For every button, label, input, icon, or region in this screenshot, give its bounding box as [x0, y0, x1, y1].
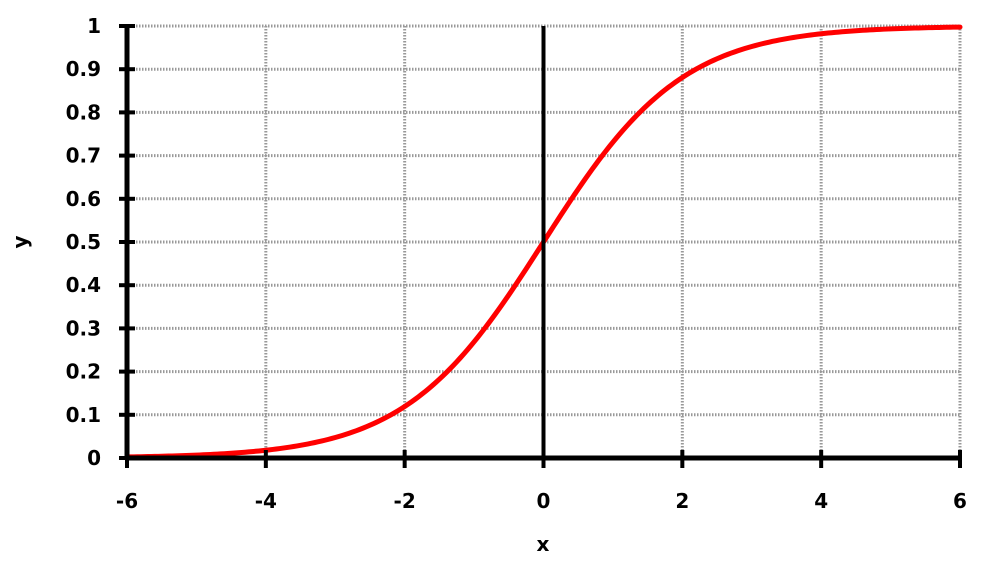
- y-tick-label: 0.5: [66, 230, 101, 254]
- y-tick-label: 0.9: [66, 57, 101, 81]
- y-axis-label: y: [8, 235, 32, 248]
- x-tick-label: -2: [394, 489, 416, 513]
- y-tick-label: 0.8: [66, 100, 101, 124]
- y-tick-label: 0.3: [66, 316, 101, 340]
- x-tick-label: 0: [537, 489, 551, 513]
- x-tick-label: 6: [953, 489, 967, 513]
- grid-layer: [127, 24, 962, 458]
- x-tick-label: -4: [255, 489, 277, 513]
- x-tick-label: -6: [116, 489, 138, 513]
- y-tick-label: 0.6: [66, 187, 101, 211]
- y-tick-label: 1: [87, 14, 101, 38]
- y-tick-label: 0.7: [66, 144, 101, 168]
- x-axis-label: x: [537, 532, 550, 556]
- x-tick-label: 4: [814, 489, 828, 513]
- y-tick-label: 0: [87, 446, 101, 470]
- ticks-layer: 0 0.1 0.2 0.3 0.4 0.5 0.6 0.7 0.8 0.9 1 -6 -4 -2 0 2 4 6: [66, 14, 967, 513]
- y-tick-label: 0.4: [66, 273, 101, 297]
- y-tick-label: 0.1: [66, 403, 101, 427]
- x-tick-label: 2: [675, 489, 689, 513]
- y-tick-label: 0.2: [66, 360, 101, 384]
